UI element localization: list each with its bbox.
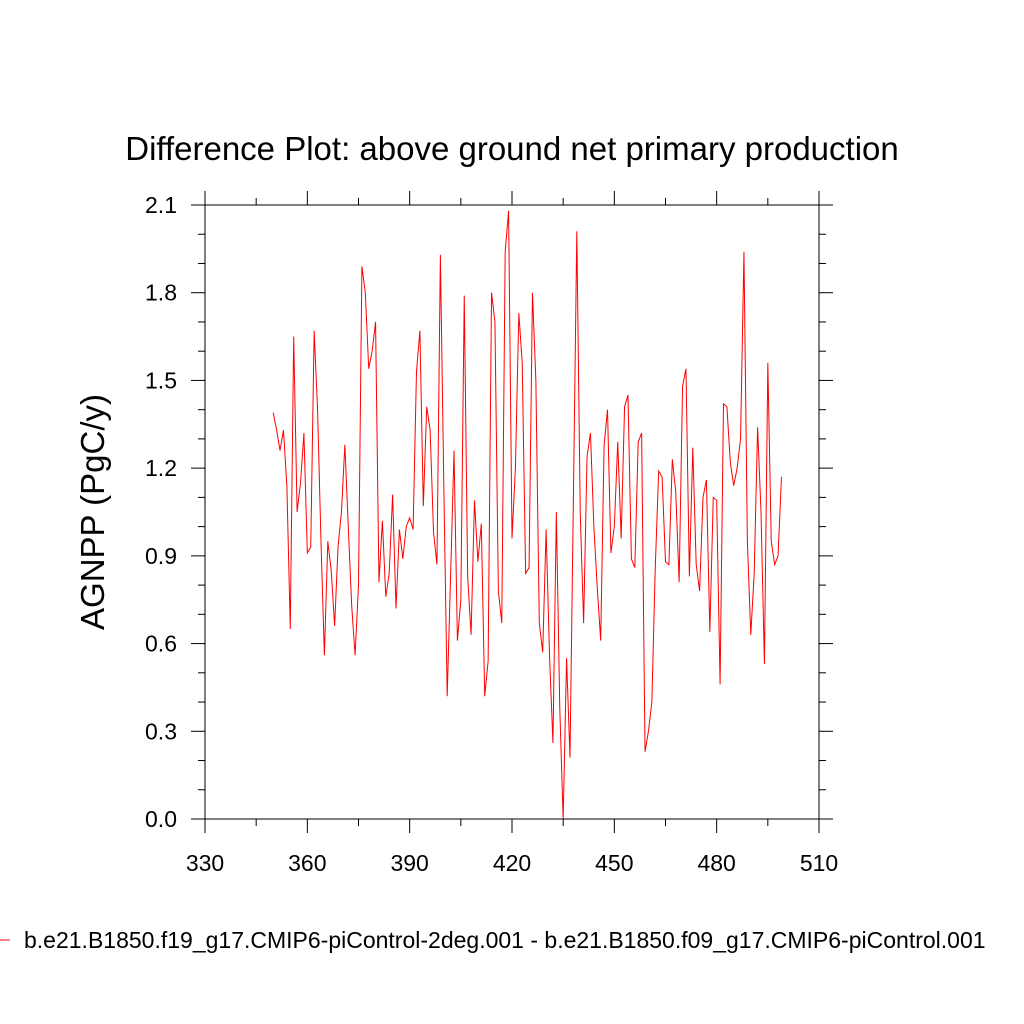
y-tick-label: 0.3 bbox=[145, 718, 177, 744]
y-tick-label: 2.1 bbox=[145, 192, 177, 218]
series-group bbox=[272, 210, 782, 820]
y-tick-label: 1.8 bbox=[145, 280, 177, 306]
series-line-0 bbox=[272, 210, 782, 820]
y-tick-label: 0.6 bbox=[145, 631, 177, 657]
chart-title: Difference Plot: above ground net primar… bbox=[125, 130, 899, 167]
y-tick-label: 0.0 bbox=[145, 806, 177, 832]
x-tick-label: 450 bbox=[595, 850, 633, 876]
y-tick-label: 1.2 bbox=[145, 455, 177, 481]
x-tick-label: 360 bbox=[288, 850, 326, 876]
y-axis: 0.0 0.3 0.6 0.9 1.2 1.5 1.8 2.1 bbox=[145, 192, 833, 832]
legend-label: b.e21.B1850.f19_g17.CMIP6-piControl-2deg… bbox=[24, 927, 986, 953]
y-axis-label: AGNPP (PgC/y) bbox=[74, 394, 111, 630]
x-tick-label: 390 bbox=[390, 850, 428, 876]
plot-area: 330 360 390 420 450 480 510 0.0 0.3 0.6 0.9 1.2 1.5… bbox=[145, 191, 838, 876]
y-tick-label: 0.9 bbox=[145, 543, 177, 569]
x-axis: 330 360 390 420 450 480 510 bbox=[186, 191, 838, 876]
legend: b.e21.B1850.f19_g17.CMIP6-piControl-2deg… bbox=[0, 927, 986, 953]
x-tick-label: 330 bbox=[186, 850, 224, 876]
x-tick-label: 420 bbox=[493, 850, 531, 876]
y-tick-label: 1.5 bbox=[145, 367, 177, 393]
x-tick-label: 480 bbox=[697, 850, 735, 876]
x-tick-label: 510 bbox=[800, 850, 838, 876]
